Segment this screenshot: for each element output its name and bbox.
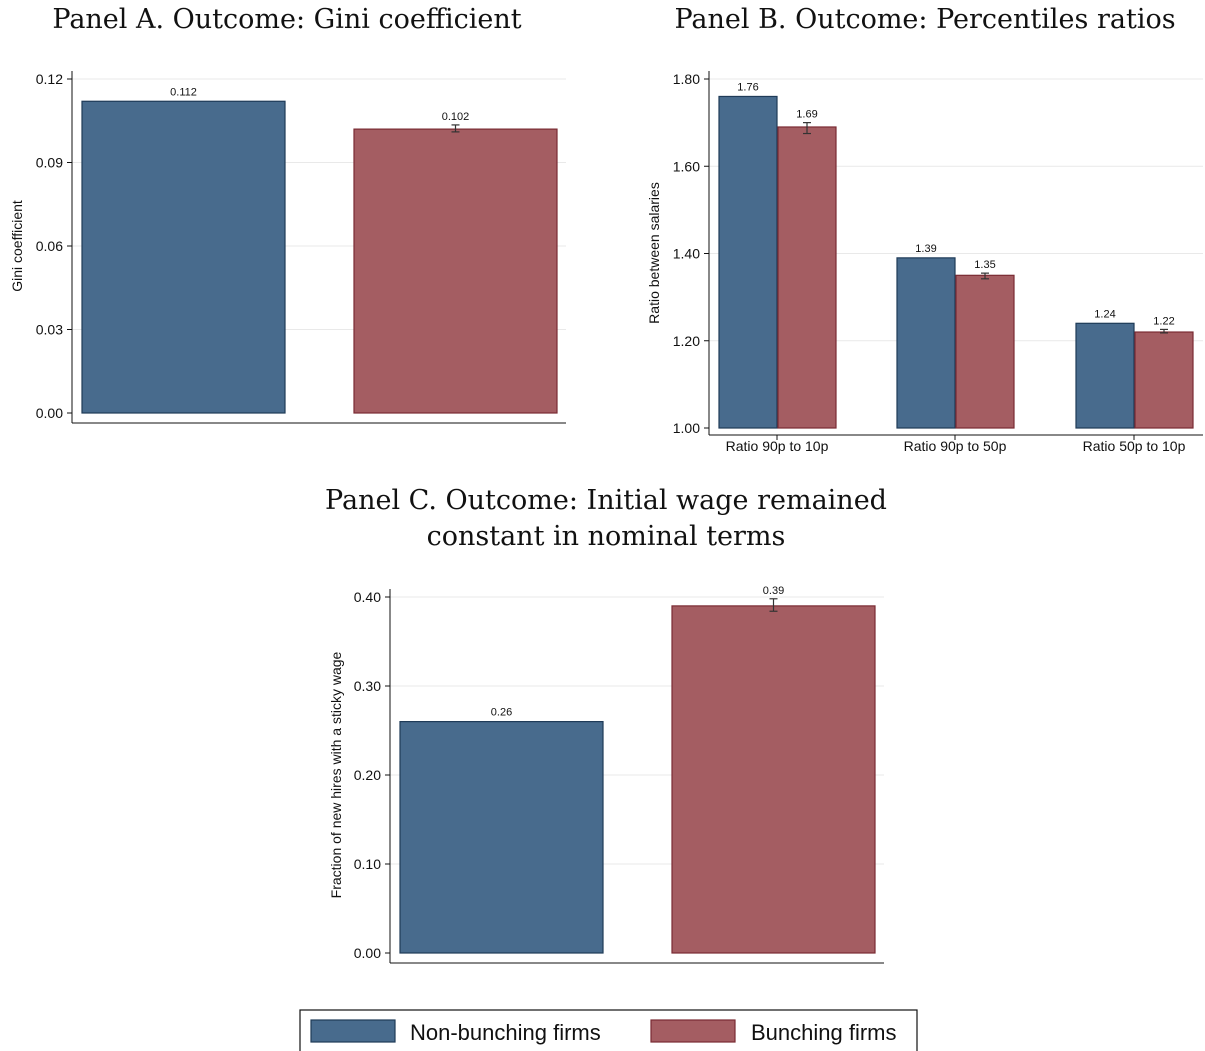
panel-b-plot: 1.00 1.20 1.40 1.60 1.80 1.76 1.69 Ratio 90p to… [673,71,1203,454]
bar [777,126,837,429]
data-label: 1.24 [1094,308,1115,320]
legend: Non-bunching firms Bunching firms [299,1009,918,1051]
y-tick-label: 1.40 [673,246,700,262]
y-tick-label: 0.06 [36,238,63,254]
y-tick-label: 0.00 [36,405,63,421]
data-label: 0.112 [170,86,197,98]
panel-a-plot: 0.00 0.03 0.06 0.09 0.12 0.112 0.102 [36,71,566,424]
bar [81,100,286,414]
data-label: 1.35 [974,259,995,271]
panel-c-title-line-1: Panel C. Outcome: Initial wage remained [325,485,887,516]
data-label: 0.102 [442,111,470,123]
legend-label-non-bunching: Non-bunching firms [410,1020,601,1045]
y-tick-label: 0.30 [354,678,381,694]
bar [955,274,1015,429]
bar [1134,331,1194,429]
panel-a-title: Panel A. Outcome: Gini coefficient [52,4,521,35]
panel-a-y-axis-title: Gini coefficient [9,200,25,292]
data-label: 1.76 [737,81,758,93]
legend-frame [299,1009,918,1051]
bar [353,128,558,414]
category-label: Ratio 90p to 10p [726,438,829,454]
y-tick-label: 1.60 [673,158,700,174]
y-tick-label: 1.00 [673,420,700,436]
data-label: 0.26 [491,707,512,719]
data-label: 1.69 [796,109,817,121]
legend-label-bunching: Bunching firms [751,1020,897,1045]
y-tick-label: 1.80 [673,71,700,87]
category-label: Ratio 90p to 50p [904,438,1007,454]
y-tick-label: 0.12 [36,71,63,87]
legend-swatch-bunching [650,1019,736,1043]
y-tick-label: 0.09 [36,155,63,171]
panel-b-y-axis-title: Ratio between salaries [646,182,662,324]
bar [399,720,604,954]
y-tick-label: 0.00 [354,945,381,961]
bar [896,257,956,429]
panel-b-title: Panel B. Outcome: Percentiles ratios [674,4,1175,35]
bar [718,95,778,429]
panel-c-title-line-2: constant in nominal terms [427,521,786,552]
panel-c-y-axis-title: Fraction of new hires with a sticky wage [328,651,344,898]
data-label: 0.39 [763,585,784,597]
legend-swatch-non-bunching [310,1019,396,1043]
y-tick-label: 0.40 [354,589,381,605]
panel-c-plot: 0.00 0.10 0.20 0.30 0.40 0.26 0.39 [354,585,884,964]
y-tick-label: 0.03 [36,322,63,338]
data-label: 1.39 [915,243,936,255]
y-tick-label: 0.10 [354,856,381,872]
bar [1075,322,1135,429]
bar [671,605,876,954]
y-tick-label: 0.20 [354,767,381,783]
category-label: Ratio 50p to 10p [1083,438,1186,454]
data-label: 1.22 [1153,315,1174,327]
y-tick-label: 1.20 [673,333,700,349]
